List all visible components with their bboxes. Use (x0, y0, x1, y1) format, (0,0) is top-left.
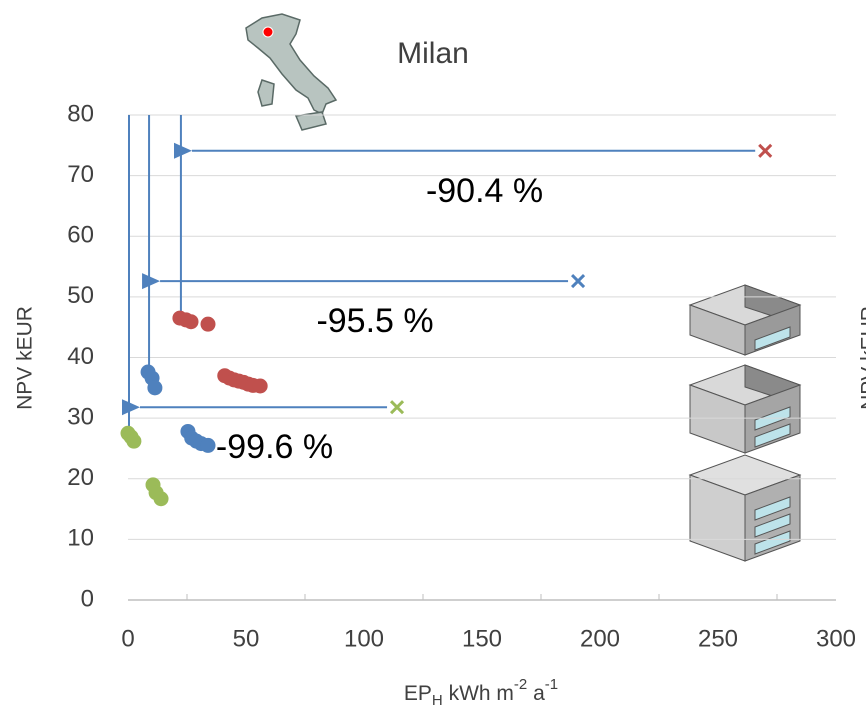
data-point (154, 491, 169, 506)
chart-title: Milan (397, 37, 469, 70)
y2-axis-label: NPV kEUR (858, 306, 866, 410)
x-tick-label: 100 (344, 625, 384, 652)
reduction-label: -99.6 % (216, 428, 333, 466)
y-tick-label: 30 (67, 403, 94, 430)
y-tick-label: 20 (67, 464, 94, 491)
data-point (147, 380, 162, 395)
y-tick-label: 50 (67, 282, 94, 309)
x-tick-label: 200 (580, 625, 620, 652)
x-axis-label-part: a (527, 682, 545, 705)
y-tick-label: 0 (81, 585, 94, 612)
x-tick-label: 0 (121, 625, 134, 652)
x-axis-label: EPH kWh m-2 a-1 (404, 676, 558, 709)
chart: Milan NPV kEUR NPV kEUR EPH kWh m-2 a-1 … (0, 0, 866, 722)
y-tick-label: 70 (67, 161, 94, 188)
reduction-label: -95.5 % (316, 302, 433, 340)
y-tick-label: 10 (67, 525, 94, 552)
data-point (253, 378, 268, 393)
x-axis-label-part: -1 (545, 676, 558, 693)
reference-point (391, 401, 403, 413)
y-tick-label: 40 (67, 343, 94, 370)
data-point (201, 317, 216, 332)
x-axis-label-part: kWh m (443, 682, 514, 705)
data-point (126, 434, 141, 449)
x-tick-label: 150 (462, 625, 502, 652)
data-point (184, 314, 199, 329)
x-axis-label-part: -2 (514, 676, 527, 693)
y-tick-label: 80 (67, 100, 94, 127)
y-axis-label: NPV kEUR (14, 306, 37, 410)
x-tick-label: 250 (698, 625, 738, 652)
building-icons (690, 285, 800, 561)
italy-map (246, 14, 336, 130)
x-tick-label: 50 (233, 625, 260, 652)
reference-point (759, 145, 771, 157)
reference-point (572, 275, 584, 287)
x-tick-label: 300 (816, 625, 856, 652)
x-axis-label-part: H (432, 692, 443, 709)
x-axis-label-part: EP (404, 682, 432, 705)
y-tick-label: 60 (67, 222, 94, 249)
reduction-label: -90.4 % (426, 172, 543, 210)
data-point (201, 438, 216, 453)
